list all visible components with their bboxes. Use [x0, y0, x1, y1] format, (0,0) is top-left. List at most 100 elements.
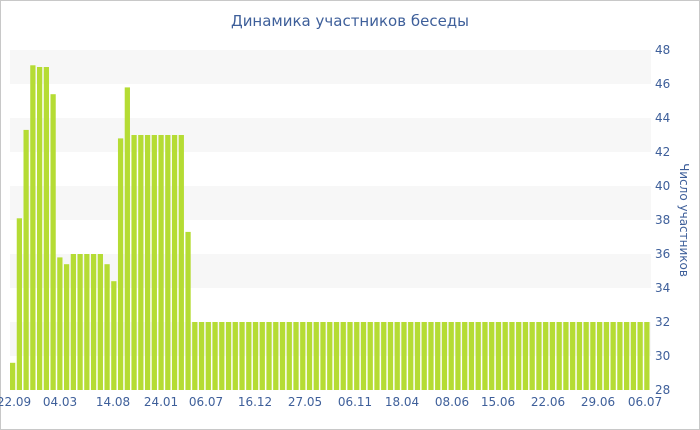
bar [84, 254, 90, 390]
bar [117, 138, 124, 390]
x-axis-ticks: 22.09 04.03 14.08 24.01 06.07 16.12 27.05 06.11… [0, 395, 662, 409]
bar [624, 322, 630, 390]
bar [293, 322, 299, 390]
bar [138, 135, 144, 390]
x-tick-label: 14.08 [96, 395, 130, 409]
bar [266, 322, 272, 390]
x-tick-label: 27.05 [288, 395, 322, 409]
bar [495, 322, 502, 390]
bar [462, 322, 468, 390]
bar [23, 129, 29, 390]
bar [286, 322, 292, 390]
bar [16, 218, 23, 390]
y-axis-ticks: 28 30 32 34 36 38 40 42 44 46 48 [655, 43, 670, 397]
chart-title: Динамика участников беседы [230, 12, 470, 30]
bar [327, 322, 333, 390]
bars [10, 65, 650, 391]
bar [468, 322, 475, 390]
bar [617, 322, 623, 390]
x-tick-label: 29.06 [581, 395, 615, 409]
bar [482, 322, 488, 390]
y-tick-label: 38 [655, 213, 670, 227]
bar [556, 322, 562, 390]
bar [246, 322, 252, 390]
bar [367, 322, 373, 390]
bar [192, 322, 198, 390]
bar [178, 135, 184, 390]
bar [50, 94, 56, 390]
bar [30, 65, 36, 391]
bar [509, 322, 515, 390]
grid-bands [10, 50, 651, 356]
bar [637, 322, 643, 390]
bar [158, 135, 164, 390]
bar [421, 322, 427, 390]
bar [414, 322, 421, 390]
bar [381, 322, 387, 390]
x-tick-label: 16.12 [238, 395, 272, 409]
bar [590, 322, 596, 390]
bar [630, 322, 637, 390]
bar [10, 362, 16, 390]
bar [90, 254, 97, 390]
bar [300, 322, 306, 390]
grid-band [10, 50, 651, 84]
bar [124, 87, 130, 391]
bar [198, 322, 205, 390]
y-tick-label: 34 [655, 281, 670, 295]
bar [347, 322, 353, 390]
y-tick-label: 48 [655, 43, 670, 57]
bar [205, 322, 211, 390]
bar [171, 135, 178, 390]
y-tick-label: 36 [655, 247, 670, 261]
bar [570, 322, 576, 390]
bar [340, 322, 346, 390]
y-tick-label: 44 [655, 111, 670, 125]
y-tick-label: 28 [655, 383, 670, 397]
bar [549, 322, 556, 390]
bar [516, 322, 522, 390]
x-tick-label: 15.06 [481, 395, 515, 409]
x-tick-label: 06.07 [189, 395, 223, 409]
x-tick-label: 24.01 [144, 395, 178, 409]
bar [536, 322, 542, 390]
bar [36, 67, 43, 390]
bar [313, 322, 319, 390]
bar [239, 322, 245, 390]
y-axis-label: Число участников [677, 163, 691, 277]
bar [522, 322, 529, 390]
bar [225, 322, 232, 390]
bar [57, 257, 63, 390]
bar [306, 322, 313, 390]
bar [43, 67, 49, 390]
bar [374, 322, 380, 390]
y-tick-label: 40 [655, 179, 670, 193]
x-tick-label: 22.09 [0, 395, 31, 409]
grid-band [10, 254, 651, 288]
bar [401, 322, 407, 390]
bar [354, 322, 360, 390]
bar [576, 322, 583, 390]
x-tick-label: 18.04 [385, 395, 419, 409]
y-tick-label: 30 [655, 349, 670, 363]
bar [502, 322, 508, 390]
bar [151, 135, 157, 390]
x-tick-label: 06.11 [338, 395, 372, 409]
bar [63, 264, 70, 390]
bar [333, 322, 340, 390]
bar [232, 322, 238, 390]
bar [428, 322, 434, 390]
bar [603, 322, 610, 390]
bar [279, 322, 286, 390]
bar [320, 322, 326, 390]
bar [597, 322, 603, 390]
y-tick-label: 46 [655, 77, 670, 91]
x-tick-label: 22.06 [531, 395, 565, 409]
bar [252, 322, 259, 390]
bar [212, 322, 218, 390]
bar [273, 322, 279, 390]
grid-band [10, 186, 651, 220]
bar [563, 322, 569, 390]
bar [360, 322, 367, 390]
